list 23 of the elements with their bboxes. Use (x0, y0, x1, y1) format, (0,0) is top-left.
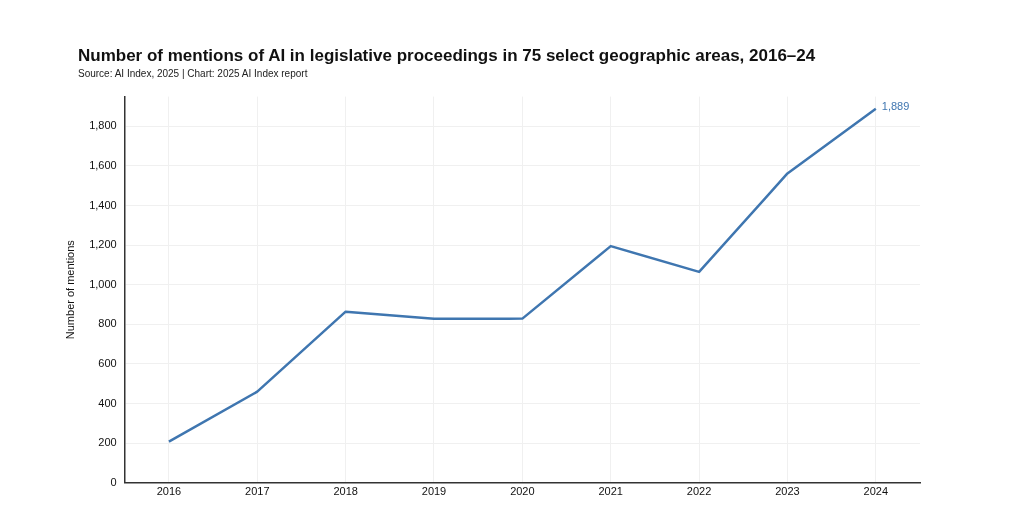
x-tick-label: 2018 (333, 485, 358, 498)
x-tick-label: 2021 (598, 485, 623, 498)
x-tick-label: 2020 (510, 485, 535, 498)
chart-title: Number of mentions of AI in legislative proceedings in 75 select geographic areas, 2016–24 (78, 46, 816, 66)
y-axis-title: Number of mentions (63, 239, 76, 340)
y-tick-label: 1,800 (89, 119, 117, 132)
x-tick-label: 2017 (245, 485, 270, 498)
x-tick-label: 2019 (421, 485, 447, 498)
data-label: 1,889 (881, 99, 910, 112)
y-tick-label: 1,000 (89, 277, 117, 290)
y-tick-label: 600 (98, 357, 117, 369)
y-tick-label: 0 (110, 475, 117, 488)
x-tick-label: 2016 (156, 485, 182, 498)
chart-subtitle: Source: AI Index, 2025 | Chart: 2025 AI Index report (78, 68, 308, 79)
y-tick-label: 1,400 (89, 198, 117, 211)
x-tick-label: 2024 (863, 485, 889, 498)
y-tick-label: 200 (98, 436, 117, 449)
y-tick-label: 1,600 (89, 158, 117, 171)
y-tick-label: 800 (98, 317, 117, 330)
x-tick-label: 2023 (775, 485, 800, 498)
y-tick-label: 1,200 (89, 238, 117, 251)
y-tick-label: 400 (98, 396, 117, 409)
x-tick-label: 2022 (686, 485, 712, 498)
